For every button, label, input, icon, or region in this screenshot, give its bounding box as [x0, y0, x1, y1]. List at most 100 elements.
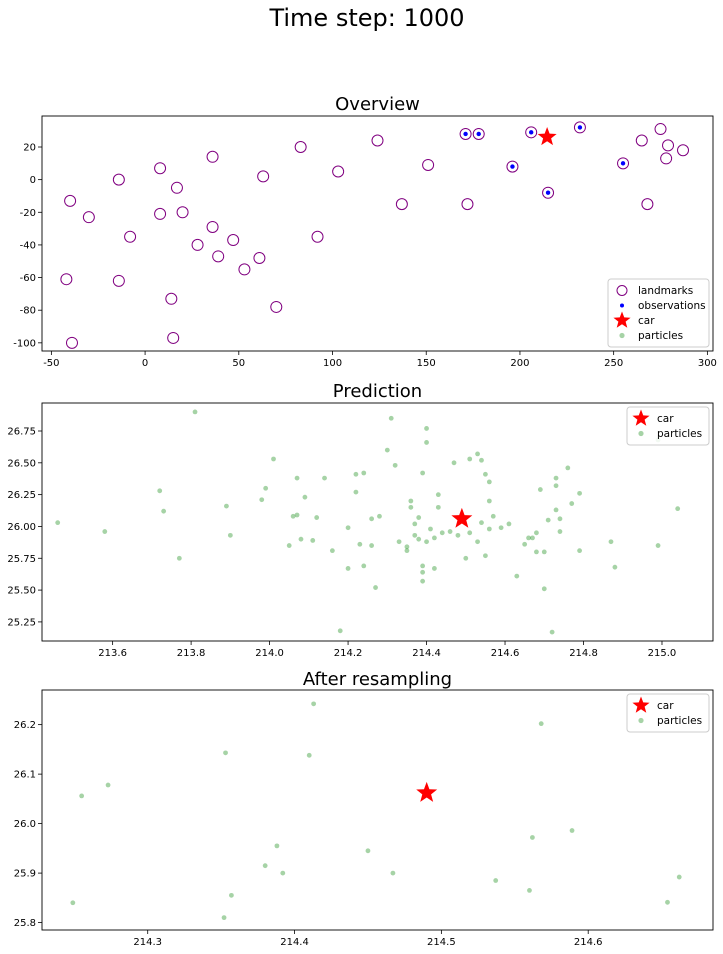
- particle-point: [498, 525, 504, 531]
- particle-point: [486, 526, 492, 532]
- particle-point: [280, 870, 286, 876]
- particle-point: [420, 569, 426, 575]
- axes-frame: [41, 115, 714, 352]
- particle-point: [373, 585, 378, 590]
- observation-point: [476, 131, 481, 137]
- particle-point: [392, 462, 398, 468]
- particle-point: [483, 471, 488, 477]
- particle-point: [412, 532, 418, 538]
- x-tick-label: 0: [142, 358, 148, 369]
- particle-point: [553, 475, 559, 481]
- particle-point: [428, 526, 433, 532]
- landmark-point: [112, 274, 125, 287]
- particle-point: [262, 863, 268, 869]
- legend: car particles: [626, 406, 710, 446]
- particle-point: [105, 782, 111, 788]
- x-tick-label: 214.8: [569, 648, 598, 659]
- particle-point: [530, 835, 535, 840]
- particle-point: [337, 628, 343, 634]
- particle-point: [475, 539, 480, 545]
- landmark-point: [371, 134, 384, 147]
- particle-point: [534, 549, 539, 555]
- landmark-point: [206, 220, 219, 233]
- landmark-point: [212, 250, 225, 263]
- particle-point: [479, 457, 484, 463]
- particle-point: [420, 578, 426, 584]
- particle-point: [388, 415, 394, 421]
- particle-point: [506, 521, 512, 527]
- particle-point: [431, 535, 437, 541]
- particle-point: [424, 426, 429, 431]
- landmark-point: [60, 273, 73, 286]
- particle-point: [404, 544, 410, 550]
- particle-point: [541, 549, 547, 555]
- landmark-point: [170, 181, 183, 194]
- particle-point: [192, 409, 198, 415]
- landmark-point: [154, 162, 167, 175]
- landmark-point: [542, 186, 555, 199]
- particle-point: [467, 530, 473, 536]
- particle-point: [353, 471, 359, 477]
- particle-point: [424, 539, 429, 545]
- particle-point: [361, 563, 367, 569]
- particle-point: [102, 529, 108, 534]
- legend-car-marker: [613, 311, 631, 328]
- landmark-point: [422, 158, 435, 171]
- particle-point: [259, 497, 265, 503]
- particle-point: [404, 548, 410, 554]
- particle-point: [412, 521, 418, 527]
- landmark-point: [165, 292, 178, 305]
- landmark-point: [154, 207, 167, 220]
- x-tick-label: 200: [510, 358, 529, 369]
- legend-box: [607, 278, 710, 348]
- landmark-point: [660, 152, 673, 165]
- particle-point: [161, 508, 167, 514]
- particle-point: [655, 543, 661, 548]
- particle-point: [424, 440, 429, 445]
- particle-point: [353, 489, 359, 495]
- particle-point: [365, 848, 371, 854]
- x-tick-label: 214.0: [255, 648, 284, 659]
- y-tick-label: 26.00: [7, 522, 36, 533]
- particle-point: [439, 530, 445, 536]
- particle-point: [486, 479, 492, 485]
- x-tick-label: -50: [43, 358, 59, 369]
- particle-point: [537, 487, 543, 492]
- prediction-title: Prediction: [333, 381, 422, 402]
- car-marker: [451, 507, 473, 528]
- y-tick-label: 25.25: [7, 617, 36, 628]
- particle-point: [569, 501, 575, 506]
- landmark-point: [311, 230, 324, 243]
- prediction-axes: Prediction 213.6 213.8 214.0 214.2 214.4 214.…: [7, 381, 714, 659]
- particle-point: [553, 483, 559, 489]
- observation-point: [545, 190, 551, 195]
- particle-point: [538, 721, 544, 727]
- legend-label: car: [657, 413, 674, 425]
- particle-point: [286, 543, 292, 548]
- landmark-point: [82, 211, 95, 224]
- landmark-point: [654, 123, 667, 136]
- observation-point: [528, 130, 534, 135]
- landmark-point: [238, 263, 251, 276]
- particle-point: [290, 513, 296, 519]
- y-tick-label: 26.25: [7, 490, 36, 501]
- car-marker: [416, 781, 438, 802]
- legend-label: particles: [657, 715, 702, 727]
- particle-point: [357, 541, 363, 547]
- particle-point: [435, 492, 441, 498]
- landmark-point: [459, 127, 472, 140]
- plot-area: [60, 121, 690, 349]
- legend: landmarks observations car particles: [607, 278, 710, 348]
- landmark-point: [641, 198, 654, 211]
- y-tick-label: 25.9: [14, 869, 36, 880]
- y-tick-label: 25.50: [7, 586, 36, 597]
- x-tick-label: 214.4: [412, 648, 441, 659]
- x-tick-label: 214.5: [427, 937, 456, 948]
- y-tick-label: -100: [13, 338, 36, 349]
- particle-point: [221, 915, 227, 921]
- particle-point: [534, 530, 539, 536]
- axes-frame: [41, 402, 714, 642]
- x-tick-label: 213.6: [98, 648, 127, 659]
- landmark-point: [257, 170, 270, 183]
